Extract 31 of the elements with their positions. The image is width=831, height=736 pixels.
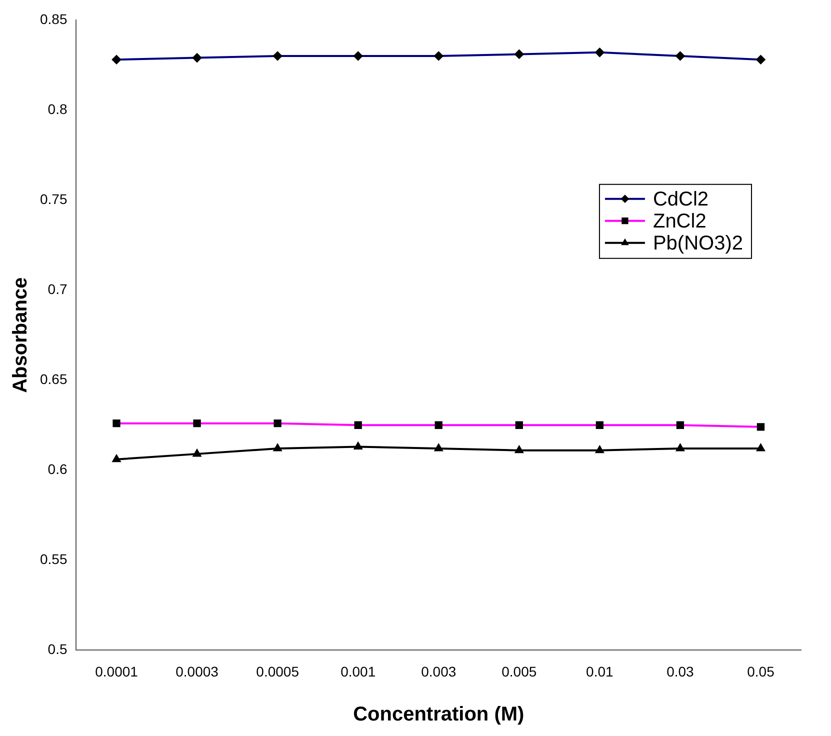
point xyxy=(596,446,604,454)
y-tick-label: 0.85 xyxy=(40,10,68,27)
legend-label: CdCl2 xyxy=(652,188,709,210)
y-tick-label: 0.55 xyxy=(40,551,68,568)
y-axis-title: Absorbance xyxy=(10,277,32,393)
point xyxy=(434,444,443,452)
legend-label: ZnCl2 xyxy=(652,210,706,232)
y-tick-label: 0.7 xyxy=(48,280,68,297)
y-tick-label: 0.6 xyxy=(48,461,68,477)
point xyxy=(354,442,362,450)
y-tick-label: 0.65 xyxy=(40,370,68,387)
x-tick-label: 0.0001 xyxy=(95,663,138,680)
x-tick-label: 0.0003 xyxy=(176,663,219,680)
point xyxy=(274,444,282,452)
legend-label: Pb(NO3)2 xyxy=(652,232,743,254)
y-tick-label: 0.8 xyxy=(48,100,68,117)
y-tick-label: 0.75 xyxy=(40,190,68,207)
x-tick-label: 0.005 xyxy=(502,663,537,680)
point xyxy=(756,444,765,452)
x-tick-label: 0.05 xyxy=(747,663,775,680)
x-axis-title: Concentration (M) xyxy=(353,704,524,726)
x-tick-label: 0.001 xyxy=(340,663,376,680)
point xyxy=(112,454,121,462)
x-tick-label: 0.03 xyxy=(666,663,694,680)
x-tick-label: 0.0005 xyxy=(256,663,300,680)
y-tick-label: 0.5 xyxy=(48,641,68,658)
x-tick-label: 0.003 xyxy=(421,663,456,680)
point xyxy=(515,446,524,454)
point xyxy=(193,449,202,457)
point xyxy=(676,444,684,452)
x-tick-label: 0.01 xyxy=(586,663,614,680)
